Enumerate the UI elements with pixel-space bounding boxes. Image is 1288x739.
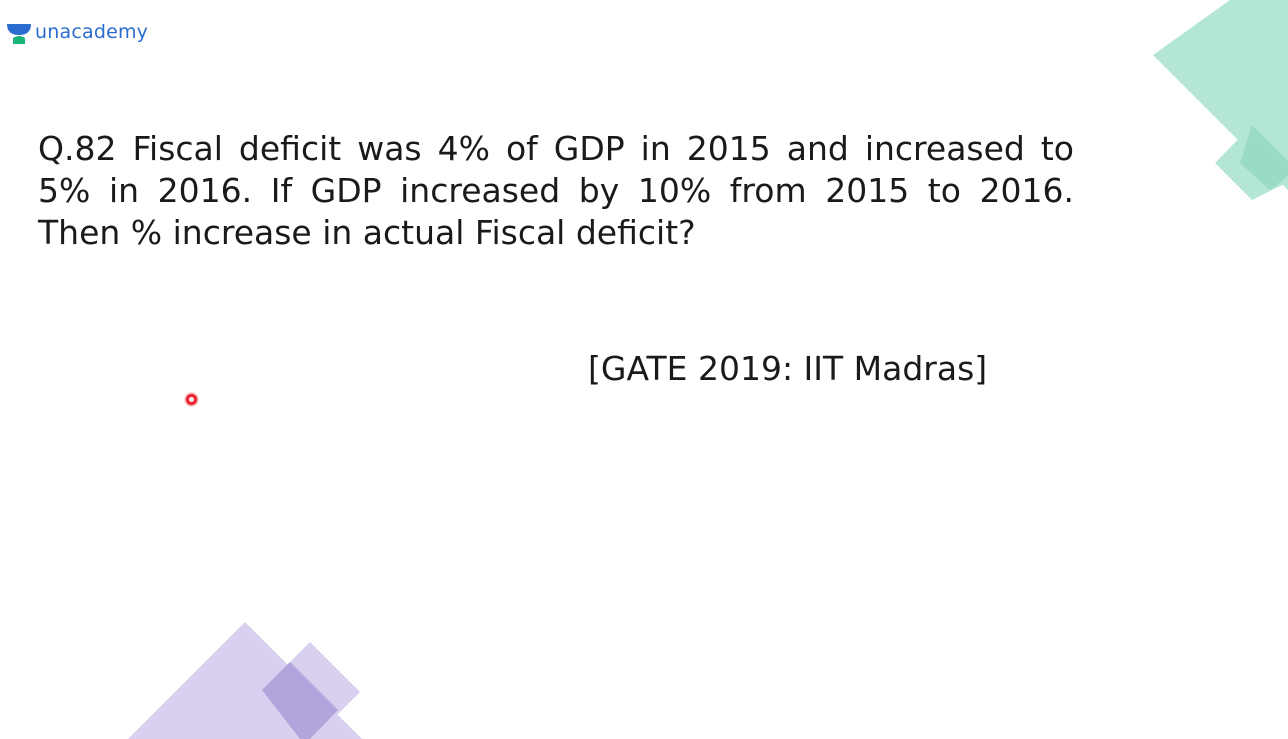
unacademy-logo-icon [7,24,31,44]
deco-diamond-bottom-left-overlap [262,662,338,739]
question-text: Q.82 Fiscal deficit was 4% of GDP in 201… [38,129,1074,252]
deco-diamond-top-right-small [1215,125,1288,200]
deco-diamond-top-right-overlap [1240,125,1288,190]
deco-diamond-bottom-left-small [262,642,360,739]
deco-diamond-top-right-large [1153,0,1288,190]
laser-pointer-icon [184,392,199,407]
question-source: [GATE 2019: IIT Madras] [588,349,988,388]
deco-diamond-bottom-left-large [128,622,362,739]
brand-name: unacademy [35,21,149,43]
brand-logo: unacademy [6,20,148,46]
